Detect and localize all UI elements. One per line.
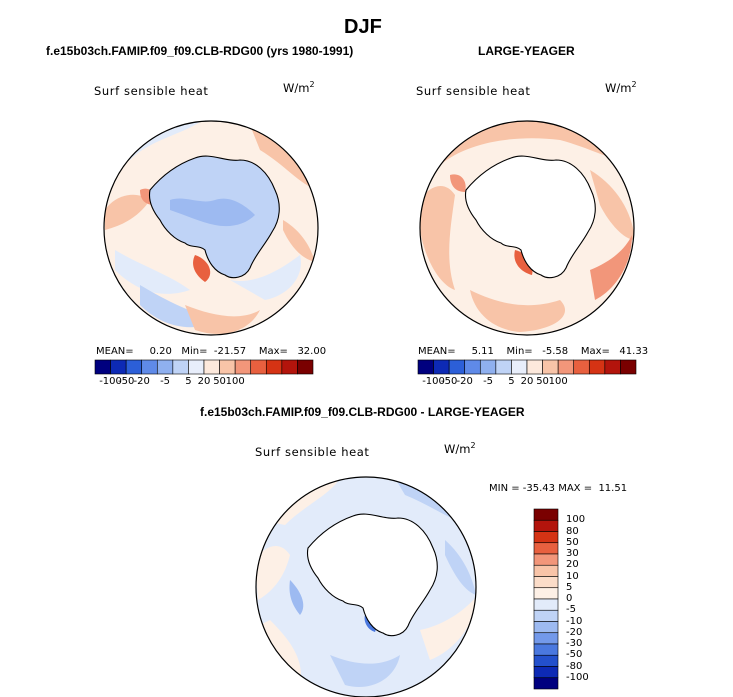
panel1-colorbar-labels: -100 -50 -20 -5 5 20 50 100	[95, 376, 313, 390]
panel3-colorbar-swatch	[533, 519, 559, 532]
panel2-colorbar	[417, 359, 637, 375]
panel2-colorbar-swatch	[620, 359, 637, 375]
panel3-colorbar-swatch	[533, 553, 559, 566]
panel2-stats: MEAN= 5.11 Min= -5.58 Max= 41.33	[418, 346, 649, 357]
panel3-colorbar-swatch	[533, 654, 559, 667]
panel1-colorbar-swatch	[297, 359, 314, 375]
panel3-colorbar	[533, 508, 559, 690]
panel3-colorbar-tick-label: -10	[566, 615, 583, 627]
panel3-colorbar-tick-label: -80	[566, 660, 583, 672]
panel2-variable-label: Surf sensible heat	[416, 84, 531, 98]
panel2-colorbar-tick-label: -100	[422, 376, 445, 387]
panel3-colorbar-swatch	[533, 587, 559, 600]
panel3-colorbar-tick-label: 30	[566, 548, 579, 559]
panel1-units: W/m2	[283, 80, 315, 95]
panel3-colorbar-tick-label: 10	[566, 570, 579, 582]
panel3-colorbar-swatch	[533, 598, 559, 611]
panel2-colorbar-tick-label: -20	[456, 376, 473, 387]
panel1-variable-label: Surf sensible heat	[94, 84, 209, 98]
panel3-colorbar-labels: 100 80 50 30 20 10 5 0 -5 -10 -20 -30 -50 -80 -100	[566, 509, 606, 689]
panel1-colorbar-tick-label: -50	[117, 376, 135, 387]
panel2-colorbar-labels: -100 -50 -20 -5 5 20 50 100	[418, 376, 636, 390]
panel2-colorbar-tick-label: 100	[548, 376, 568, 387]
panel1-colorbar-tick-label: 100	[225, 376, 245, 387]
panel3-variable-label: Surf sensible heat	[255, 445, 370, 459]
panel1-colorbar-tick-label: -20	[133, 376, 150, 387]
panel3-colorbar-swatch	[533, 542, 559, 555]
panel3-colorbar-tick-label: 50	[566, 536, 579, 548]
panel3-colorbar-tick-label: 5	[566, 581, 573, 593]
panel1-colorbar-tick-label: 50	[213, 376, 226, 387]
panel2-colorbar-tick-label: 20	[520, 376, 534, 387]
panel3-units: W/m2	[444, 441, 476, 456]
panel3-stats: MIN = -35.43 MAX = 11.51	[489, 483, 628, 494]
panel3-colorbar-swatch	[533, 508, 559, 521]
page-title: DJF	[344, 16, 382, 38]
panel3-colorbar-swatch	[533, 531, 559, 544]
panel3-colorbar-tick-label: 0	[566, 593, 573, 604]
panel3-colorbar-swatch	[533, 576, 559, 589]
panel2-units: W/m2	[605, 80, 637, 95]
panel3-colorbar-tick-label: 80	[566, 525, 579, 537]
panel3-colorbar-tick-label: -30	[566, 638, 583, 649]
panel2-colorbar-tick-label: -50	[440, 376, 458, 387]
panel2-title: LARGE-YEAGER	[478, 44, 575, 58]
panel1-stats: MEAN= 0.20 Min= -21.57 Max= 32.00	[96, 346, 327, 357]
panel1-colorbar-tick-label: 20	[197, 376, 211, 387]
panel2-colorbar-tick-label: 5	[508, 376, 515, 387]
panel3-colorbar-swatch	[533, 677, 559, 690]
panel3-colorbar-swatch	[533, 621, 559, 634]
panel3-colorbar-tick-label: -100	[566, 671, 589, 683]
panel3-colorbar-tick-label: 100	[566, 514, 586, 526]
panel1-colorbar	[94, 359, 314, 375]
panel3-colorbar-tick-label: 20	[566, 559, 579, 571]
panel3-colorbar-swatch	[533, 643, 559, 656]
panel3-colorbar-swatch	[533, 632, 559, 645]
panel1-colorbar-tick-label: 5	[185, 376, 192, 387]
panel1-colorbar-tick-label: -100	[99, 376, 122, 387]
panel3-colorbar-swatch	[533, 666, 559, 679]
panel2-colorbar-tick-label: 50	[536, 376, 549, 387]
panel3-colorbar-tick-label: -5	[566, 604, 576, 616]
panel2-colorbar-tick-label: -5	[483, 376, 494, 387]
panel3-colorbar-swatch	[533, 609, 559, 622]
panel3-title: f.e15b03ch.FAMIP.f09_f09.CLB-RDG00 - LAR…	[200, 405, 525, 419]
panel1-colorbar-tick-label: -5	[160, 376, 171, 387]
panel3-colorbar-swatch	[533, 564, 559, 577]
panel1-title: f.e15b03ch.FAMIP.f09_f09.CLB-RDG00 (yrs …	[46, 44, 354, 58]
panel3-colorbar-tick-label: -20	[566, 626, 583, 638]
panel3-colorbar-tick-label: -50	[566, 649, 583, 661]
